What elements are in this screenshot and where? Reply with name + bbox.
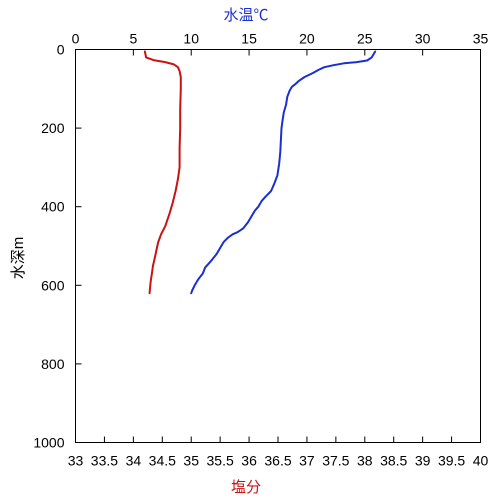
plot-frame [75, 49, 481, 443]
salinity-tick-label: 33.5 [91, 453, 118, 469]
depth-tick-label: 600 [41, 277, 65, 293]
salinity-tick-label: 37 [299, 453, 315, 469]
temperature-tick-label: 15 [241, 31, 257, 47]
salinity-tick-label: 37.5 [322, 453, 349, 469]
salinity-axis: 33 33.5 34 34.5 35 35.5 36 36.5 37 37.5 38 38.5 39 39… [68, 436, 489, 469]
salinity-tick-label: 34.5 [149, 453, 176, 469]
depth-axis-title: 水深m [10, 237, 27, 280]
salinity-tick-label: 33 [68, 453, 84, 469]
salinity-tick-label: 38 [357, 453, 373, 469]
temperature-tick-label: 5 [129, 31, 137, 47]
depth-axis: 0 200 400 600 800 1000 [33, 42, 82, 451]
salinity-tick-label: 35 [183, 453, 199, 469]
depth-tick-label: 800 [41, 356, 65, 372]
depth-tick-label: 0 [57, 42, 65, 58]
temperature-profile-line [190, 50, 377, 295]
depth-tick-label: 200 [41, 120, 65, 136]
temperature-tick-label: 35 [473, 31, 489, 47]
depth-tick-label: 400 [41, 199, 65, 215]
salinity-axis-title: 塩分 [231, 479, 261, 496]
salinity-tick-label: 34 [126, 453, 142, 469]
temperature-axis-title: 水温℃ [223, 7, 268, 24]
series-layer [143, 50, 377, 295]
temperature-axis: 0 5 10 15 20 25 30 35 [72, 31, 489, 56]
depth-tick-label: 1000 [33, 435, 64, 451]
salinity-tick-label: 36 [241, 453, 257, 469]
salinity-tick-label: 39.5 [438, 453, 465, 469]
temperature-tick-label: 30 [415, 31, 431, 47]
salinity-tick-label: 36.5 [264, 453, 291, 469]
salinity-profile-line [143, 50, 182, 295]
salinity-tick-label: 40 [473, 453, 489, 469]
temperature-tick-label: 20 [299, 31, 315, 47]
salinity-tick-label: 39 [415, 453, 431, 469]
temperature-tick-label: 25 [357, 31, 373, 47]
salinity-tick-label: 38.5 [380, 453, 407, 469]
temperature-tick-label: 0 [72, 31, 80, 47]
temperature-tick-label: 10 [183, 31, 199, 47]
salinity-tick-label: 35.5 [207, 453, 234, 469]
